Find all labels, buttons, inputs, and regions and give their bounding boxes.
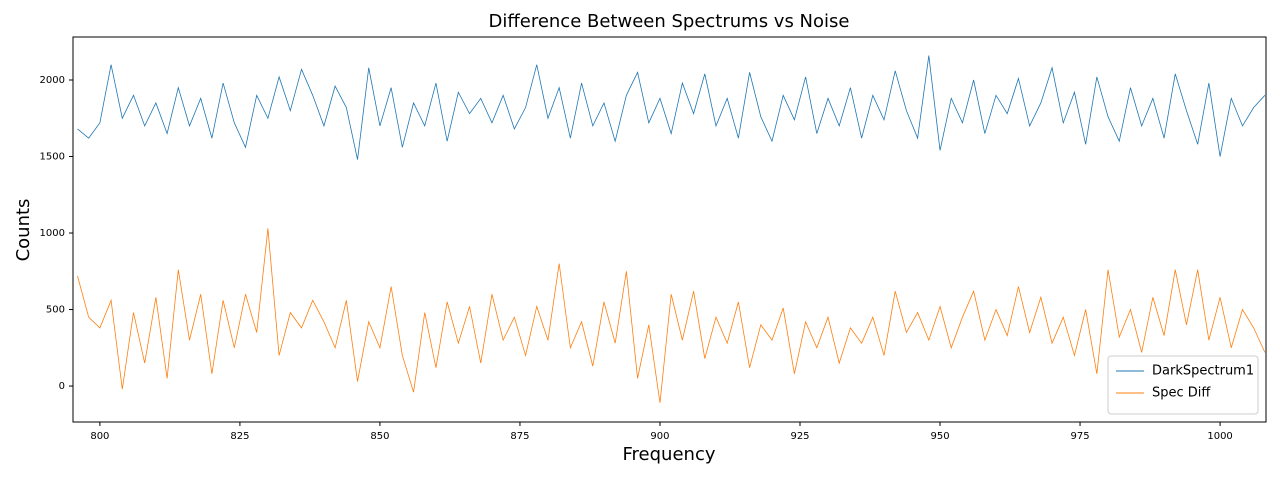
x-tick-label: 900 (650, 431, 669, 442)
series-line (77, 55, 1266, 160)
y-axis-label: Counts (13, 199, 34, 262)
x-axis-label: Frequency (623, 444, 716, 465)
x-tick-label: 800 (90, 431, 109, 442)
x-tick-label: 1000 (1207, 431, 1232, 442)
x-tick-label: 825 (230, 431, 249, 442)
y-tick-label: 500 (46, 305, 65, 316)
y-tick-label: 1500 (40, 152, 65, 163)
series-line (77, 228, 1266, 403)
legend-box (1107, 355, 1259, 415)
x-tick-label: 975 (1071, 431, 1090, 442)
x-tick-label: 925 (790, 431, 809, 442)
chart-title: Difference Between Spectrums vs Noise (488, 11, 849, 32)
y-tick-label: 2000 (40, 75, 65, 86)
legend-label: Spec Diff (1152, 386, 1211, 401)
x-tick-label: 950 (930, 431, 949, 442)
y-tick-label: 1000 (40, 228, 65, 239)
x-tick-label: 850 (370, 431, 389, 442)
plot-frame (72, 36, 1267, 423)
x-tick-label: 875 (510, 431, 529, 442)
legend-label: DarkSpectrum1 (1152, 364, 1254, 379)
y-tick-label: 0 (59, 381, 65, 392)
